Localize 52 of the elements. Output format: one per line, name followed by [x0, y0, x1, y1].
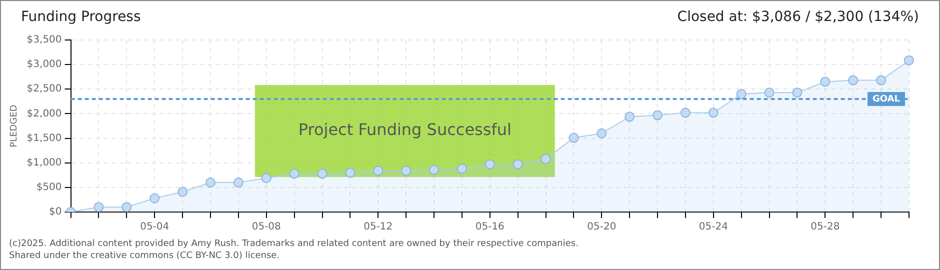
point	[233, 178, 244, 188]
point	[624, 112, 635, 122]
chart-title: Funding Progress	[21, 9, 141, 27]
point	[150, 193, 160, 204]
point	[876, 75, 886, 86]
point	[568, 132, 579, 143]
point	[904, 55, 914, 66]
x-tick-label: 05-08	[252, 222, 281, 233]
point	[652, 110, 663, 120]
point	[764, 88, 774, 98]
y-tick-label: $2,500	[26, 84, 62, 95]
y-tick-label: $1,000	[26, 157, 62, 168]
point	[178, 186, 188, 197]
x-tick-label: 05-24	[698, 222, 728, 233]
annotation: Project Funding Successful	[298, 120, 512, 140]
chart-subtitle: Closed at: $3,086 / $2,300 (134%)	[677, 9, 919, 27]
point	[540, 154, 551, 164]
point	[205, 178, 216, 188]
point	[708, 108, 718, 118]
point	[122, 202, 132, 212]
x-tick-label: 05-04	[140, 222, 170, 233]
point	[736, 89, 746, 100]
point	[373, 166, 384, 176]
text: Shared under the creative commons (CC BY-NC 3.0) license.	[9, 250, 281, 262]
point	[456, 164, 467, 174]
point	[289, 168, 300, 179]
point	[484, 159, 495, 170]
x-tick-label: 05-20	[587, 222, 616, 233]
point	[596, 128, 607, 138]
point	[848, 75, 858, 86]
y-tick-label: $3,000	[26, 59, 62, 70]
text: (c)2025. Additional content provided by Amy Rush. Trademarks and related content are owned by their respective companies.	[9, 238, 580, 250]
point	[680, 108, 690, 118]
point	[94, 202, 104, 212]
point	[345, 168, 356, 178]
y-tick-label: $0	[49, 206, 62, 218]
y-tick-label: $500	[36, 182, 62, 194]
ref-line-label: GOAL	[872, 94, 900, 104]
y-tick-label: $3,500	[26, 34, 62, 46]
point	[261, 173, 272, 184]
point	[317, 168, 328, 179]
y-axis-title: PLEDGED	[10, 104, 20, 148]
x-tick-label: 05-28	[810, 222, 840, 233]
y-tick-label: $2,000	[26, 108, 62, 120]
x-tick-label: 05-16	[475, 222, 504, 233]
point	[820, 76, 830, 87]
y-tick-label: $1,500	[26, 132, 62, 144]
point	[512, 159, 523, 170]
point	[429, 164, 440, 175]
point	[401, 166, 412, 176]
point	[792, 88, 802, 98]
x-tick-label: 05-12	[364, 222, 393, 233]
